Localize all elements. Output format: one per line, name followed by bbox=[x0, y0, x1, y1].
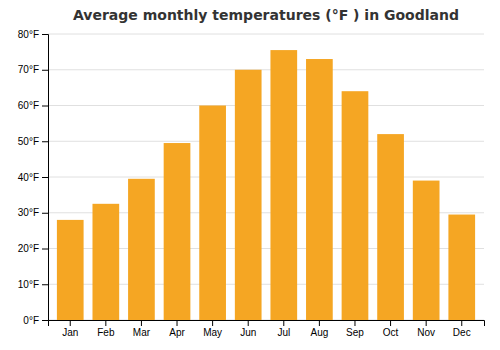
bar bbox=[306, 59, 333, 320]
y-tick-mark bbox=[42, 106, 48, 107]
bar bbox=[342, 91, 369, 320]
y-axis: 0°F 10°F 20°F 30°F 40°F 50°F 60°F 70°F 80°F bbox=[18, 29, 49, 326]
y-tick: 10°F bbox=[18, 279, 48, 290]
x-tick-mark bbox=[283, 320, 284, 326]
x-tick: Sep bbox=[346, 320, 364, 338]
y-tick: 30°F bbox=[18, 207, 48, 218]
x-tick: Jul bbox=[277, 320, 290, 338]
y-tick-label: 10°F bbox=[18, 279, 39, 290]
x-tick: Dec bbox=[453, 320, 471, 338]
x-tick-label: Sep bbox=[346, 327, 364, 338]
x-tick-mark bbox=[426, 320, 427, 326]
y-tick: 60°F bbox=[18, 100, 48, 111]
x-tick-label: Aug bbox=[310, 327, 328, 338]
y-tick-label: 40°F bbox=[18, 172, 39, 183]
grid-line bbox=[48, 177, 484, 178]
y-tick-label: 60°F bbox=[18, 100, 39, 111]
title: Average monthly temperatures (°F ) in Go… bbox=[73, 7, 459, 23]
y-tick-label: 70°F bbox=[18, 64, 39, 75]
x-tick-label: Apr bbox=[169, 327, 185, 338]
chart: Jan Feb Mar Apr May Jun Jul Aug Sep Oct Nov Dec 0°F 1… bbox=[0, 0, 500, 350]
y-tick-label: 0°F bbox=[23, 315, 39, 326]
x-tick: Oct bbox=[383, 320, 399, 338]
x-tick-label: Dec bbox=[453, 327, 471, 338]
x-tick-mark bbox=[248, 320, 249, 326]
x-tick: Aug bbox=[310, 320, 328, 338]
x-tick-mark bbox=[319, 320, 320, 326]
grid-line bbox=[48, 141, 484, 142]
y-tick: 20°F bbox=[18, 243, 48, 254]
x-tick: Apr bbox=[169, 320, 185, 338]
x-tick-mark bbox=[177, 320, 178, 326]
x-tick-label: Mar bbox=[133, 327, 151, 338]
x-tick-label: Jul bbox=[277, 327, 290, 338]
y-axis-line bbox=[42, 35, 49, 321]
grid bbox=[48, 34, 484, 320]
bar bbox=[164, 143, 191, 320]
bar bbox=[92, 204, 119, 320]
x-tick: Jan bbox=[62, 320, 78, 338]
x-tick: Mar bbox=[133, 320, 151, 338]
x-tick-label: May bbox=[203, 327, 222, 338]
x-tick-mark bbox=[354, 320, 355, 326]
bar bbox=[199, 106, 226, 321]
x-tick: Feb bbox=[97, 320, 115, 338]
plot-area: Jan Feb Mar Apr May Jun Jul Aug Sep Oct Nov Dec 0°F 1… bbox=[18, 29, 485, 338]
bar bbox=[377, 134, 404, 320]
y-tick-label: 20°F bbox=[18, 243, 39, 254]
x-tick-label: Nov bbox=[417, 327, 435, 338]
x-tick-mark bbox=[105, 320, 106, 326]
bars bbox=[57, 50, 475, 320]
y-tick-mark bbox=[42, 320, 48, 321]
bar bbox=[128, 179, 155, 320]
x-tick-mark bbox=[70, 320, 71, 326]
y-tick-mark bbox=[42, 177, 48, 178]
x-tick-mark bbox=[390, 320, 391, 326]
y-tick-mark bbox=[42, 141, 48, 142]
y-tick: 80°F bbox=[18, 29, 48, 40]
bar bbox=[57, 220, 84, 320]
y-tick: 0°F bbox=[23, 315, 48, 326]
x-axis-line bbox=[49, 321, 485, 327]
y-tick-label: 80°F bbox=[18, 29, 39, 40]
x-tick-mark bbox=[461, 320, 462, 326]
x-axis: Jan Feb Mar Apr May Jun Jul Aug Sep Oct Nov Dec bbox=[49, 320, 485, 338]
x-tick-label: Feb bbox=[97, 327, 115, 338]
grid-line bbox=[48, 34, 484, 35]
y-tick-label: 30°F bbox=[18, 207, 39, 218]
y-tick-label: 50°F bbox=[18, 136, 39, 147]
x-tick: Jun bbox=[240, 320, 256, 338]
x-tick-label: Jan bbox=[62, 327, 78, 338]
bar bbox=[270, 50, 297, 320]
y-tick-mark bbox=[42, 34, 48, 35]
x-tick-label: Jun bbox=[240, 327, 256, 338]
bar bbox=[448, 215, 475, 320]
grid-line bbox=[48, 105, 484, 106]
bar bbox=[413, 181, 440, 320]
y-tick: 50°F bbox=[18, 136, 48, 147]
y-tick-mark bbox=[42, 284, 48, 285]
x-tick: May bbox=[203, 320, 222, 338]
x-tick-label: Oct bbox=[383, 327, 399, 338]
y-tick-mark bbox=[42, 249, 48, 250]
grid-line bbox=[48, 69, 484, 70]
x-tick: Nov bbox=[417, 320, 435, 338]
y-tick: 40°F bbox=[18, 172, 48, 183]
y-tick-mark bbox=[42, 213, 48, 214]
x-tick-mark bbox=[212, 320, 213, 326]
x-tick-mark bbox=[141, 320, 142, 326]
y-tick: 70°F bbox=[18, 64, 48, 75]
y-tick-mark bbox=[42, 70, 48, 71]
bar bbox=[235, 70, 262, 320]
